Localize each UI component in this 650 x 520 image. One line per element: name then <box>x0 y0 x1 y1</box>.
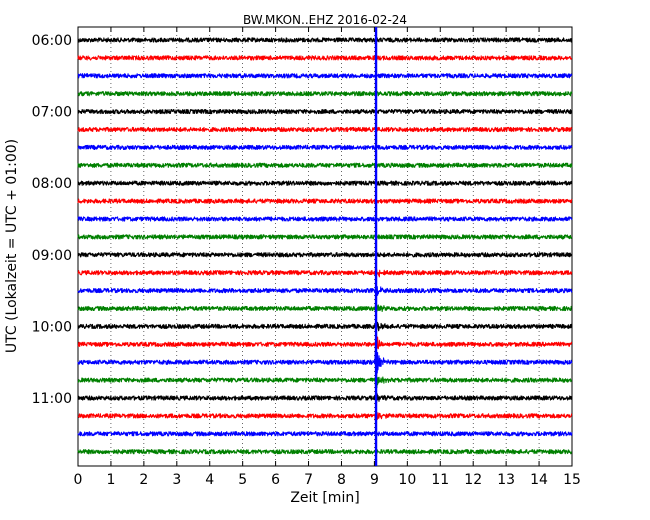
x-tick-label: 4 <box>205 472 214 488</box>
trace-1130 <box>77 431 573 437</box>
x-tick-label: 7 <box>304 472 313 488</box>
x-tick-label: 0 <box>74 472 83 488</box>
x-tick-label: 9 <box>370 472 379 488</box>
trace-0700 <box>77 108 573 115</box>
trace-1015 <box>77 336 573 352</box>
trace-1030 <box>77 349 573 376</box>
trace-0900 <box>77 252 573 258</box>
trace-0630 <box>77 73 573 79</box>
trace-0600 <box>77 37 573 43</box>
trace-0830 <box>77 216 573 222</box>
trace-0715 <box>77 126 573 133</box>
x-tick-label: 14 <box>530 472 548 488</box>
y-axis-label: UTC (Lokalzeit = UTC + 01:00) <box>4 139 20 353</box>
x-tick-label: 3 <box>172 472 181 488</box>
axis-ticks: 0 1 2 3 4 5 6 7 8 9 10 11 12 13 14 1506:0007:0008:0009:… <box>32 27 581 488</box>
trace-1115 <box>77 411 573 421</box>
trace-0745 <box>77 162 573 168</box>
y-tick-label: 06:00 <box>32 33 72 49</box>
x-tick-label: 1 <box>106 472 115 488</box>
trace-0645 <box>77 91 573 97</box>
x-tick-label: 2 <box>139 472 148 488</box>
x-axis-label: Zeit [min] <box>290 490 359 506</box>
y-tick-label: 11:00 <box>32 391 72 407</box>
trace-1100 <box>77 392 573 404</box>
trace-0615 <box>77 55 573 61</box>
x-tick-label: 13 <box>497 472 515 488</box>
trace-0815 <box>77 198 573 204</box>
x-tick-label: 8 <box>337 472 346 488</box>
trace-0800 <box>77 180 573 186</box>
trace-0730 <box>77 144 573 151</box>
x-tick-label: 11 <box>431 472 449 488</box>
x-tick-label: 15 <box>563 472 581 488</box>
traces <box>77 37 573 455</box>
y-tick-label: 09:00 <box>32 248 72 264</box>
chart-title: BW.MKON..EHZ 2016-02-24 <box>243 13 407 27</box>
x-tick-label: 5 <box>238 472 247 488</box>
trace-1045 <box>77 372 573 389</box>
x-tick-label: 12 <box>464 472 482 488</box>
trace-0915 <box>77 267 573 278</box>
trace-0845 <box>77 234 573 240</box>
trace-0930 <box>77 283 573 296</box>
x-tick-label: 10 <box>398 472 416 488</box>
y-tick-label: 10:00 <box>32 319 72 335</box>
trace-1000 <box>77 320 573 332</box>
y-tick-label: 07:00 <box>32 105 72 121</box>
plot-area <box>77 26 573 467</box>
y-tick-label: 08:00 <box>32 176 72 192</box>
trace-0945 <box>77 302 573 312</box>
x-tick-label: 6 <box>271 472 280 488</box>
trace-1145 <box>77 449 573 455</box>
